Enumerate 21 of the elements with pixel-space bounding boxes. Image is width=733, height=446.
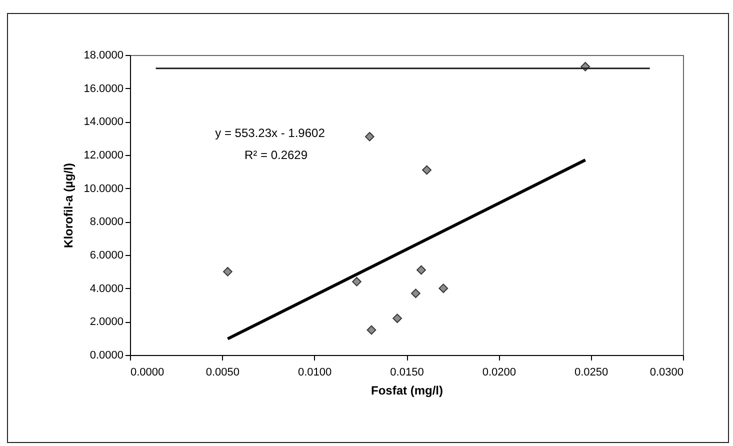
- x-tick-label: 0.0200: [482, 366, 516, 378]
- x-tick-label: 0.0100: [298, 366, 332, 378]
- x-tick-label: 0.0250: [574, 366, 608, 378]
- y-tick-label: 18.0000: [84, 50, 124, 62]
- y-tick-label: 14.0000: [84, 116, 124, 128]
- y-tick-label: 8.0000: [90, 216, 124, 228]
- y-tick-label: 2.0000: [90, 316, 124, 328]
- y-tick-label: 6.0000: [90, 250, 124, 262]
- y-tick-label: 10.0000: [84, 182, 124, 195]
- annotation: R² = 0.2629: [244, 148, 308, 162]
- x-tick-label: 0.0050: [206, 366, 240, 378]
- y-tick-label: 12.0000: [84, 150, 124, 162]
- x-tick-label: 0.0300: [650, 366, 684, 378]
- x-tick-label: 0.0150: [390, 366, 424, 378]
- y-axis-title: Klorofil-a (µg/l): [62, 163, 76, 248]
- y-tick-label: 4.0000: [90, 282, 124, 295]
- annotation: y = 553.23x - 1.9602: [215, 126, 326, 140]
- y-tick-label: 0.0000: [90, 350, 124, 362]
- y-tick-label: 16.0000: [84, 82, 124, 95]
- x-tick-label: 0.0000: [130, 366, 164, 378]
- x-axis-title: Fosfat (mg/l): [371, 384, 443, 398]
